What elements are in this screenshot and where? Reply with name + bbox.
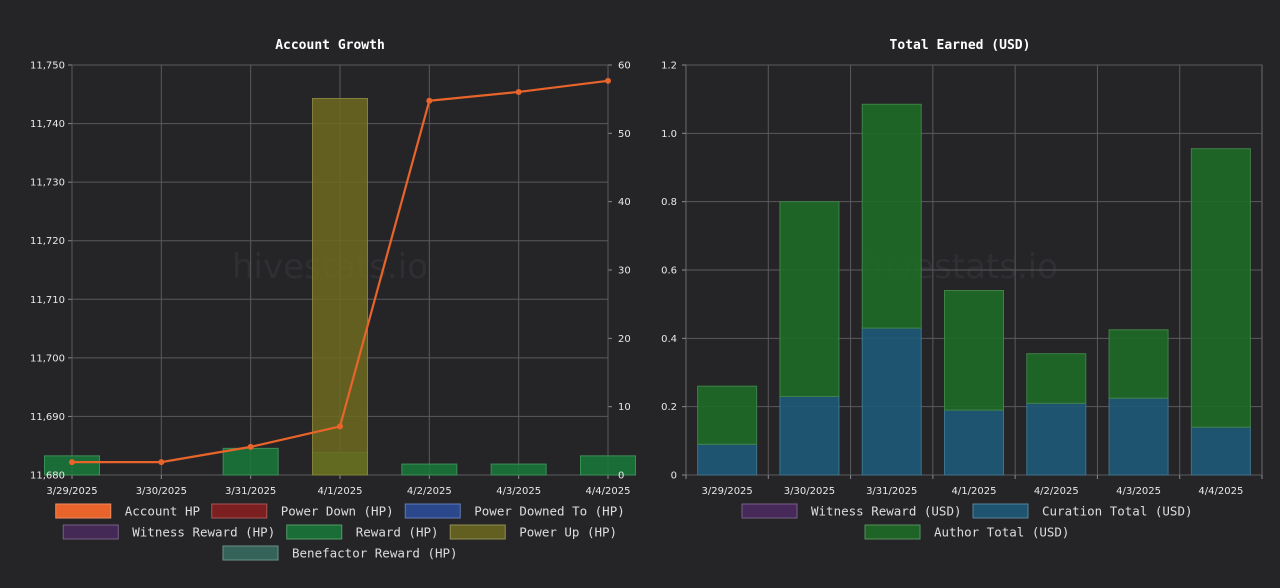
data-point <box>515 88 522 95</box>
data-point <box>426 97 433 104</box>
y-left-tick-label: 11,740 <box>30 119 65 130</box>
stacked-bar-segment <box>861 103 922 329</box>
account-growth-chart: hivestats.io Account Growth 11,68011,690… <box>30 38 636 561</box>
x-tick-label: 4/1/2025 <box>952 486 997 497</box>
x-tick-label: 3/29/2025 <box>702 486 753 497</box>
y-right-tick-label: 60 <box>618 61 631 72</box>
legend-label: Author Total (USD) <box>934 525 1069 540</box>
y-tick-label: 0.2 <box>661 402 677 413</box>
legend-label: Witness Reward (HP) <box>132 525 275 540</box>
total-earned-bars <box>697 103 1251 476</box>
stacked-bar-segment <box>1108 397 1169 476</box>
x-tick-label: 4/2/2025 <box>1034 486 1079 497</box>
legend-label: Benefactor Reward (HP) <box>292 546 458 561</box>
stacked-bar-segment <box>1026 402 1087 476</box>
data-point <box>158 459 165 466</box>
total-earned-legend: Witness Reward (USD) Curation Total (USD)… <box>741 503 1193 540</box>
legend-swatch <box>55 503 112 519</box>
account-growth-line <box>69 77 611 466</box>
bar <box>44 455 100 476</box>
y-tick-label: 1.2 <box>661 61 677 72</box>
legend-swatch <box>864 524 921 540</box>
stacked-bar-segment <box>1026 353 1087 404</box>
stacked-bar-segment <box>1108 329 1169 399</box>
legend-label: Curation Total (USD) <box>1042 504 1193 519</box>
x-tick-label: 4/3/2025 <box>496 486 541 497</box>
y-tick-label: 0.4 <box>661 334 677 345</box>
legend-swatch <box>741 503 798 519</box>
x-tick-label: 3/29/2025 <box>46 486 97 497</box>
stacked-bar-segment <box>779 395 840 476</box>
legend-swatch <box>972 503 1029 519</box>
y-left-tick-label: 11,750 <box>30 61 65 72</box>
x-tick-label: 4/1/2025 <box>318 486 363 497</box>
total-earned-chart: hivestats.io Total Earned (USD) 00.20.40… <box>661 38 1263 540</box>
x-tick-label: 3/30/2025 <box>136 486 187 497</box>
data-point <box>337 423 343 430</box>
total-earned-ticks: 0 0.2 0.4 0.6 0.8 1.0 1.2 3/29/2025 3/30/2025 3/3… <box>661 61 1243 498</box>
legend-swatch <box>286 524 343 540</box>
legend-swatch <box>222 545 279 561</box>
data-point <box>247 443 254 450</box>
account-growth-ticks: 11,680 11,690 11,700 11,710 11,720 11,730 11,7… <box>30 61 631 498</box>
data-point <box>605 77 611 84</box>
legend-label: Power Down (HP) <box>281 504 394 519</box>
x-tick-label: 4/4/2025 <box>586 486 631 497</box>
legend-swatch <box>62 524 119 540</box>
stacked-bar-segment <box>861 327 922 476</box>
account-growth-bars <box>44 97 636 476</box>
legend-label: Reward (HP) <box>356 525 439 540</box>
data-point <box>69 459 75 466</box>
y-left-tick-label: 11,690 <box>30 412 65 423</box>
legend-label: Power Up (HP) <box>519 525 617 540</box>
y-right-tick-label: 30 <box>618 266 631 277</box>
y-tick-label: 0 <box>671 471 677 482</box>
x-tick-label: 4/4/2025 <box>1198 486 1243 497</box>
y-tick-label: 0.8 <box>661 197 677 208</box>
stacked-bar-segment <box>1190 426 1251 476</box>
account-growth-legend: Account HP Power Down (HP) Power Downed To… <box>55 503 625 561</box>
bar <box>312 97 368 476</box>
y-left-tick-label: 11,710 <box>30 295 65 306</box>
bar <box>580 455 636 476</box>
y-left-tick-label: 11,700 <box>30 353 65 364</box>
y-right-tick-label: 40 <box>618 197 631 208</box>
bar <box>401 463 458 476</box>
y-right-tick-label: 20 <box>618 334 631 345</box>
y-right-tick-label: 50 <box>618 129 631 140</box>
x-tick-label: 3/31/2025 <box>866 486 917 497</box>
y-left-tick-label: 11,730 <box>30 178 65 189</box>
legend-label: Account HP <box>125 504 200 519</box>
y-left-tick-label: 11,680 <box>30 471 65 482</box>
stacked-bar-segment <box>697 443 758 476</box>
x-tick-label: 3/30/2025 <box>784 486 835 497</box>
legend-swatch <box>404 503 461 519</box>
stacked-bar-segment <box>1190 148 1251 428</box>
stacked-bar-segment <box>779 201 840 397</box>
y-right-tick-label: 10 <box>618 402 631 413</box>
account-growth-title: Account Growth <box>275 38 385 53</box>
legend-label: Witness Reward (USD) <box>811 504 962 519</box>
x-tick-label: 3/31/2025 <box>225 486 276 497</box>
bar <box>222 447 279 476</box>
stacked-bar-segment <box>944 290 1004 411</box>
y-right-tick-label: 0 <box>618 471 624 482</box>
y-left-tick-label: 11,720 <box>30 236 65 247</box>
legend-label: Power Downed To (HP) <box>474 504 625 519</box>
x-tick-label: 4/2/2025 <box>407 486 452 497</box>
legend-swatch <box>211 503 268 519</box>
y-tick-label: 0.6 <box>661 266 677 277</box>
stacked-bar-segment <box>944 409 1004 476</box>
bar <box>490 463 547 476</box>
y-tick-label: 1.0 <box>661 129 677 140</box>
x-tick-label: 4/3/2025 <box>1116 486 1161 497</box>
total-earned-title: Total Earned (USD) <box>890 38 1031 53</box>
legend-swatch <box>449 524 506 540</box>
stacked-bar-segment <box>697 385 758 445</box>
